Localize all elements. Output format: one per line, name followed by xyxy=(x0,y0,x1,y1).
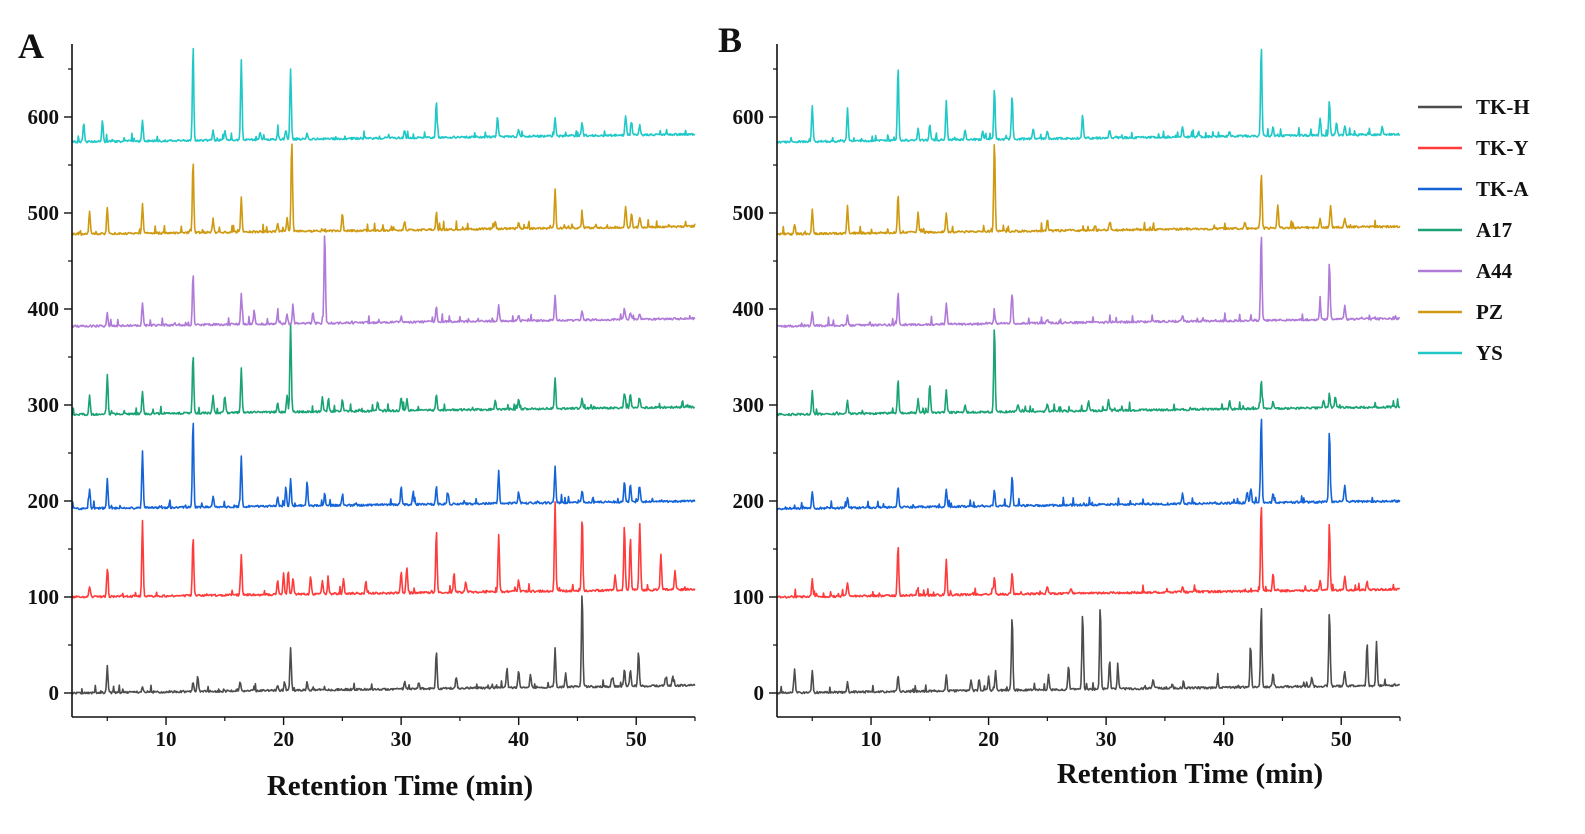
trace-a17 xyxy=(71,322,696,417)
trace-tk-y xyxy=(71,500,696,599)
trace-tk-a xyxy=(71,422,696,511)
y-tick-label: 500 xyxy=(733,201,765,225)
y-tick-label: 0 xyxy=(49,681,60,705)
trace-tk-h xyxy=(71,595,696,695)
trace-tk-h xyxy=(776,607,1401,695)
trace-a17 xyxy=(776,329,1401,417)
legend-item-pz: PZ xyxy=(1418,300,1503,324)
y-tick-label: 400 xyxy=(28,297,60,321)
panel-a-axes: 0 100 200 300 400 500 600 10 20 30 40 50 xyxy=(28,44,696,751)
trace-ys xyxy=(776,48,1401,144)
legend-item-a17: A17 xyxy=(1418,218,1512,242)
legend-label: PZ xyxy=(1476,300,1503,324)
x-tick-label: 50 xyxy=(626,727,647,751)
x-tick-label: 20 xyxy=(273,727,294,751)
trace-tk-y xyxy=(776,506,1400,599)
y-tick-label: 0 xyxy=(754,681,765,705)
y-tick-label: 300 xyxy=(28,393,60,417)
y-tick-label: 400 xyxy=(733,297,765,321)
y-tick-label: 300 xyxy=(733,393,765,417)
legend-label: A17 xyxy=(1476,218,1512,242)
trace-a44 xyxy=(776,236,1401,328)
x-tick-label: 30 xyxy=(391,727,412,751)
y-tick-label: 100 xyxy=(733,585,765,609)
panel-a-label: A xyxy=(18,26,44,66)
trace-pz xyxy=(71,143,696,236)
panel-a-x-axis-title: Retention Time (min) xyxy=(267,770,533,802)
panel-b-label: B xyxy=(718,20,742,60)
y-tick-label: 100 xyxy=(28,585,60,609)
legend-label: TK-Y xyxy=(1476,136,1529,160)
y-tick-label: 500 xyxy=(28,201,60,225)
y-tick-label: 600 xyxy=(733,105,765,129)
legend-label: TK-A xyxy=(1476,177,1529,201)
trace-tk-a xyxy=(776,418,1401,511)
x-tick-label: 10 xyxy=(861,727,882,751)
panel-b: B 0 100 200 300 400 500 600 10 20 30 40 50 Retentio… xyxy=(718,20,1401,790)
x-tick-label: 30 xyxy=(1096,727,1117,751)
legend-label: TK-H xyxy=(1476,95,1530,119)
trace-a44 xyxy=(71,235,696,328)
trace-ys xyxy=(71,47,696,144)
legend-item-tk-h: TK-H xyxy=(1418,95,1530,119)
legend-item-tk-a: TK-A xyxy=(1418,177,1529,201)
panel-b-traces xyxy=(776,48,1401,695)
x-tick-label: 20 xyxy=(978,727,999,751)
legend-item-tk-y: TK-Y xyxy=(1418,136,1529,160)
panel-b-axes: 0 100 200 300 400 500 600 10 20 30 40 50 xyxy=(733,44,1401,751)
trace-pz xyxy=(776,144,1401,236)
legend-label: A44 xyxy=(1476,259,1513,283)
y-tick-label: 600 xyxy=(28,105,60,129)
panel-a-traces xyxy=(71,47,696,695)
legend-item-ys: YS xyxy=(1418,341,1503,365)
legend-label: YS xyxy=(1476,341,1503,365)
x-tick-label: 40 xyxy=(508,727,529,751)
x-tick-label: 10 xyxy=(156,727,177,751)
x-tick-label: 50 xyxy=(1331,727,1352,751)
x-tick-label: 40 xyxy=(1213,727,1234,751)
legend: TK-H TK-Y TK-A A17 A44 PZ YS xyxy=(1418,95,1530,365)
legend-item-a44: A44 xyxy=(1418,259,1513,283)
y-tick-label: 200 xyxy=(733,489,765,513)
panel-a: A 0 100 200 300 400 500 600 10 20 30 40 50 Retentio… xyxy=(18,26,696,802)
panel-b-x-axis-title: Retention Time (min) xyxy=(1057,758,1323,790)
y-tick-label: 200 xyxy=(28,489,60,513)
